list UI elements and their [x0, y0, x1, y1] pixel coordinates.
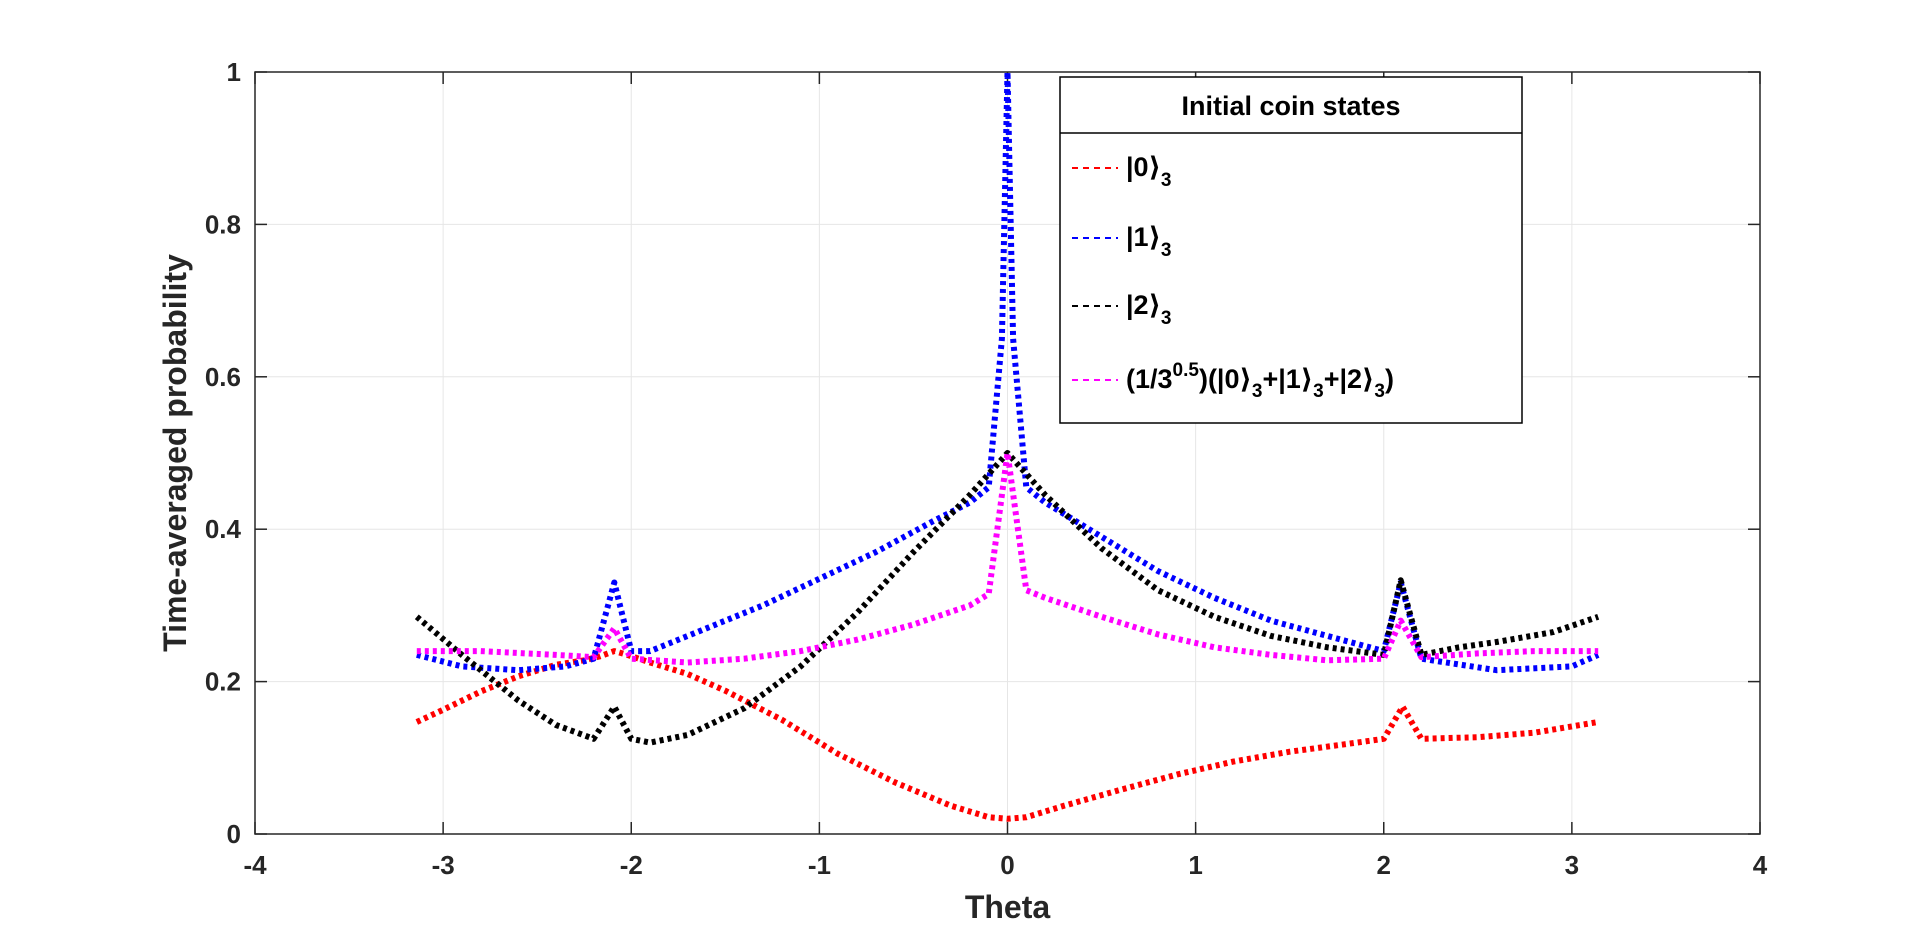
y-tick-label: 0.6	[205, 362, 241, 392]
legend-label-0: |0⟩3	[1126, 152, 1172, 191]
x-tick-label: -4	[243, 850, 267, 880]
series-line-1	[416, 69, 1600, 674]
legend-box	[1059, 76, 1523, 424]
series-line-2	[414, 450, 1600, 746]
y-tick-label: 0.2	[205, 667, 241, 697]
y-tick-label: 0	[227, 819, 241, 849]
x-tick-label: 3	[1565, 850, 1579, 880]
series-group	[414, 69, 1600, 822]
legend-label-3: (1/30.5)(|0⟩3+|1⟩3+|2⟩3)	[1126, 360, 1394, 402]
x-tick-label: 4	[1753, 850, 1768, 880]
legend-label-2: |2⟩3	[1126, 290, 1172, 329]
y-tick-label: 1	[227, 57, 241, 87]
x-tick-label: 1	[1188, 850, 1202, 880]
y-axis-ticks: 0 0.2 0.4 0.6 0.8 1	[205, 57, 1760, 849]
x-axis-ticks: -4 -3 -2 -1 0 1 2 3 4	[243, 72, 1768, 880]
x-tick-label: -2	[620, 850, 643, 880]
x-tick-label: -1	[808, 850, 831, 880]
y-tick-label: 0.8	[205, 209, 241, 239]
legend-entries: |0⟩3 |1⟩3 |2⟩3 (1/30.5)(|0⟩3+|1⟩3+|2⟩3)	[1072, 152, 1394, 402]
x-tick-label: 2	[1377, 850, 1391, 880]
y-tick-label: 0.4	[205, 514, 242, 544]
x-tick-label: -3	[432, 850, 455, 880]
x-axis-title: Theta	[965, 889, 1051, 925]
series-line-3	[416, 450, 1599, 666]
legend-title: Initial coin states	[1181, 91, 1400, 121]
legend-label-1: |1⟩3	[1126, 222, 1172, 261]
x-tick-label: 0	[1000, 850, 1014, 880]
y-axis-title: Time-averaged probability	[157, 254, 193, 652]
legend: Initial coin states |0⟩3 |1⟩3 |2⟩3 (1/30.5)…	[1059, 76, 1523, 424]
